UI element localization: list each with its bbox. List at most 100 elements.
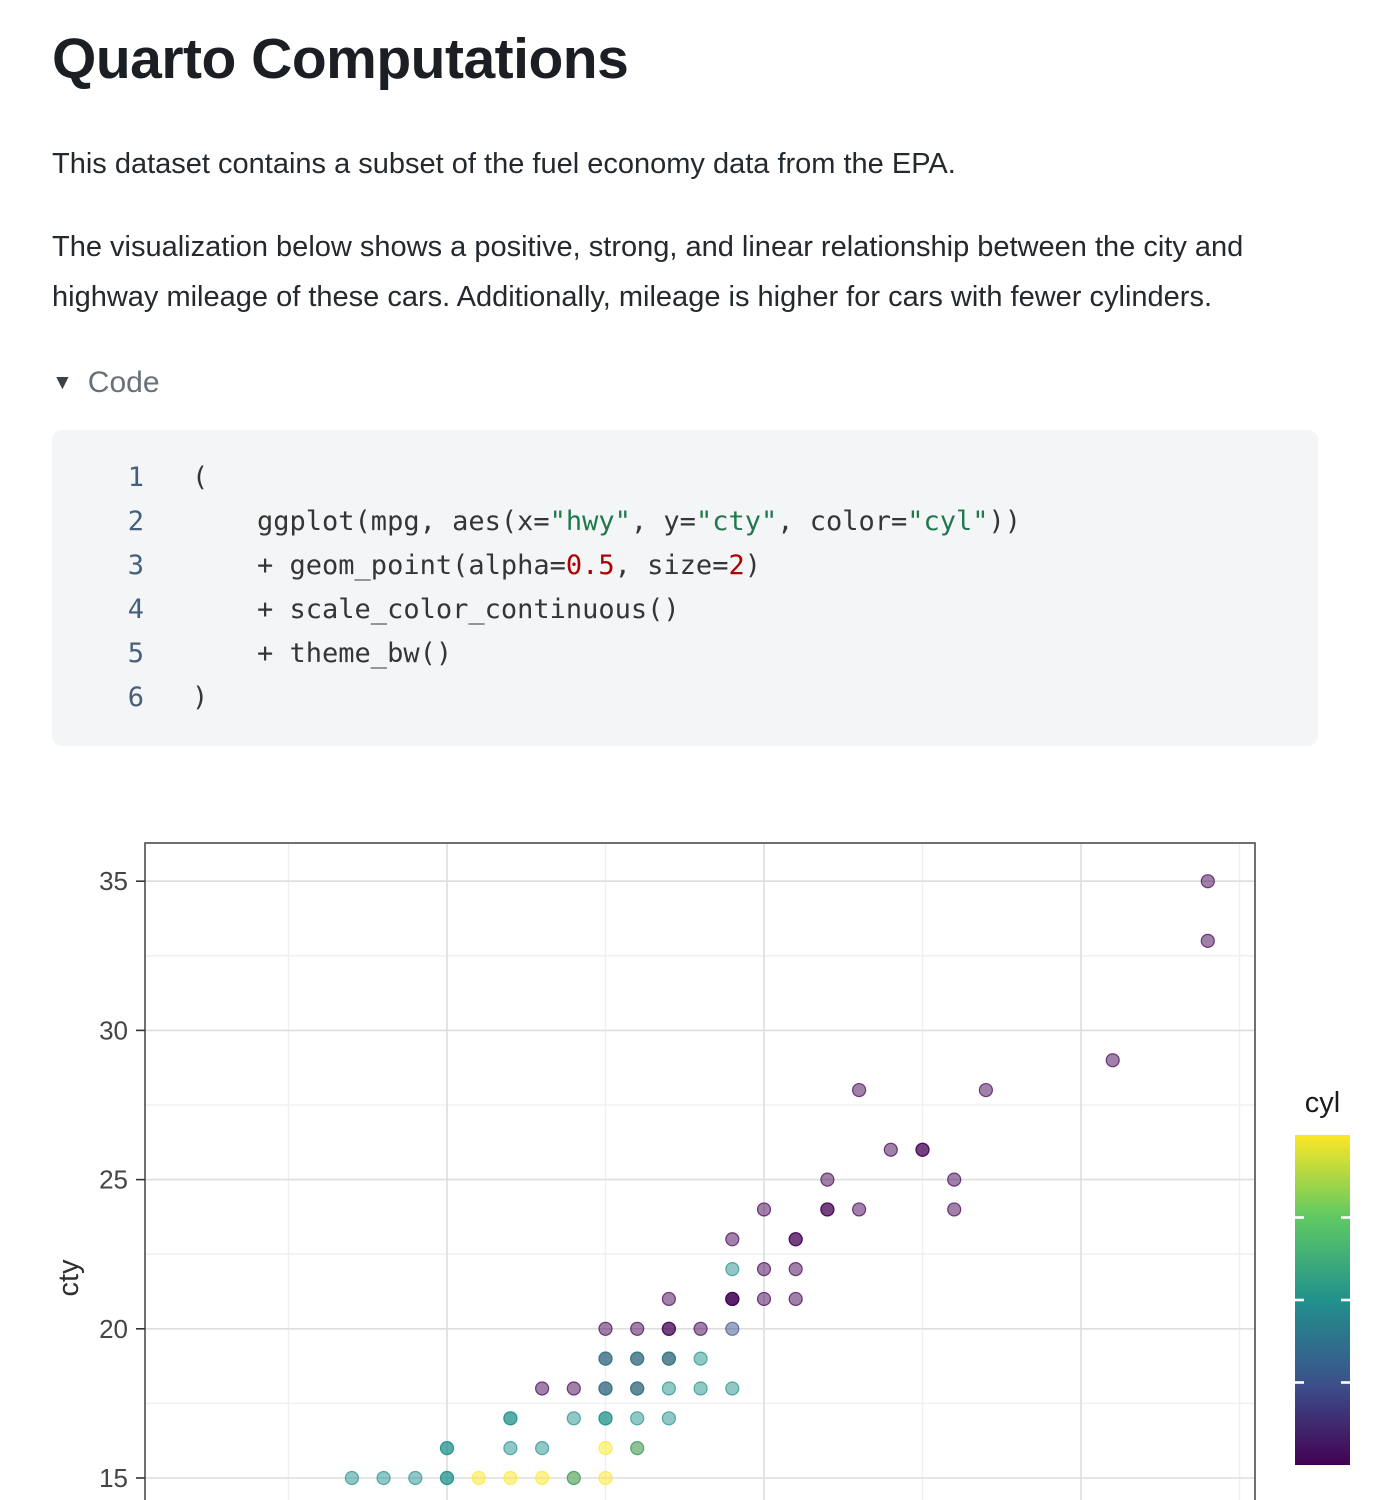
code-token: 0.5: [565, 549, 615, 581]
data-point: [820, 1202, 835, 1217]
data-point: [630, 1381, 645, 1396]
data-point: [788, 1291, 803, 1307]
data-point: [1200, 933, 1215, 948]
data-point: [408, 1470, 423, 1486]
data-point: [725, 1321, 740, 1336]
data-point: [534, 1470, 550, 1486]
code-token: , color=: [777, 505, 908, 537]
data-point: [725, 1232, 740, 1247]
line-number: 4: [127, 593, 144, 625]
code-token: "cyl": [907, 505, 989, 537]
data-points-group: [344, 874, 1215, 1486]
intro-paragraph: This dataset contains a subset of the fu…: [52, 148, 956, 180]
y-tick-label: 25: [99, 1165, 128, 1195]
data-point: [566, 1411, 581, 1426]
data-point: [1200, 874, 1215, 889]
data-point: [661, 1321, 677, 1336]
data-point: [693, 1351, 708, 1366]
code-line: 2 ggplot(mpg, aes(x= "hwy", y= "cty", colo…: [52, 500, 1288, 544]
code-token: (: [192, 461, 209, 493]
data-point: [503, 1411, 518, 1426]
data-point: [376, 1470, 391, 1486]
viz-paragraph: The visualization below shows a positive…: [52, 231, 1244, 313]
code-line: 5 + theme_bw(): [52, 632, 1288, 676]
code-line: 6): [52, 676, 1288, 720]
code-fold-toggle[interactable]: ▼ Code: [52, 366, 160, 400]
code-token: "cty": [695, 505, 778, 537]
plot-panel: [145, 843, 1255, 1500]
data-point: [661, 1411, 677, 1426]
data-point: [598, 1321, 613, 1336]
scatter-plot-figure: 15 20 25 30 35 cty cyl: [0, 833, 1400, 1500]
data-point: [851, 1082, 867, 1098]
data-point: [820, 1172, 835, 1187]
data-point: [915, 1142, 930, 1157]
data-point: [534, 1381, 550, 1396]
data-point: [978, 1082, 994, 1098]
data-point: [439, 1470, 455, 1486]
data-point: [661, 1291, 677, 1307]
panel-border: [144, 842, 1256, 1500]
y-axis-title: cty: [53, 1259, 85, 1297]
code-token: , y=: [630, 505, 696, 537]
data-point: [598, 1470, 613, 1486]
y-tick-label: 15: [99, 1463, 128, 1493]
data-point: [534, 1441, 550, 1456]
data-point: [630, 1441, 645, 1456]
code-line: 3 + geom_point(alpha= 0.5, size= 2): [52, 544, 1288, 588]
code-token: "hwy": [549, 505, 631, 537]
data-point: [439, 1441, 455, 1456]
data-point: [883, 1142, 898, 1157]
code-fold-label: Code: [87, 365, 160, 399]
collapse-triangle-icon: ▼: [52, 371, 73, 395]
code-token: ): [192, 681, 209, 713]
major-gridlines: [145, 843, 1255, 1500]
data-point: [851, 1202, 867, 1217]
data-point: [566, 1470, 581, 1486]
y-axis: 15 20 25 30 35: [99, 866, 145, 1493]
data-point: [598, 1441, 613, 1456]
data-point: [756, 1262, 772, 1277]
line-number: 2: [127, 505, 144, 537]
code-token: )): [988, 505, 1022, 537]
document-body: Quarto Computations This dataset contain…: [0, 0, 1400, 746]
y-tick-label: 30: [99, 1015, 128, 1045]
data-point: [598, 1351, 613, 1366]
data-point: [630, 1351, 645, 1366]
data-point: [725, 1381, 740, 1396]
data-point: [598, 1381, 613, 1396]
code-token: , size=: [614, 549, 729, 581]
data-point: [344, 1470, 359, 1486]
data-point: [947, 1172, 962, 1187]
code-line: 1(: [52, 456, 1288, 500]
code-token: + geom_point(alpha=: [192, 549, 566, 581]
data-point: [661, 1381, 677, 1396]
line-number: 6: [127, 681, 144, 713]
data-point: [630, 1321, 645, 1336]
data-point: [471, 1470, 486, 1486]
code-line: 4 + scale_color_continuous(): [52, 588, 1288, 632]
code-token: ): [744, 549, 761, 581]
data-point: [725, 1291, 740, 1307]
line-number: 5: [127, 637, 144, 669]
data-point: [788, 1232, 803, 1247]
data-point: [566, 1381, 581, 1396]
data-point: [693, 1321, 708, 1336]
colorbar: [1295, 1135, 1350, 1465]
page-title: Quarto Computations: [52, 27, 629, 91]
minor-gridlines: [145, 843, 1255, 1500]
data-point: [630, 1411, 645, 1426]
data-point: [661, 1351, 677, 1366]
scatter-plot: 15 20 25 30 35 cty cyl: [53, 842, 1350, 1500]
data-point: [725, 1262, 740, 1277]
code-token: + theme_bw(): [192, 637, 453, 669]
code-block: 1(2 ggplot(mpg, aes(x= "hwy", y= "cty", co…: [52, 429, 1318, 746]
code-token: ggplot(mpg, aes(x=: [192, 505, 550, 537]
data-point: [693, 1381, 708, 1396]
data-point: [788, 1262, 803, 1277]
code-token: + scale_color_continuous(): [192, 593, 680, 625]
data-point: [503, 1441, 518, 1456]
line-number: 1: [127, 461, 144, 493]
code-token: 2: [728, 549, 745, 581]
legend-title: cyl: [1305, 1087, 1340, 1119]
